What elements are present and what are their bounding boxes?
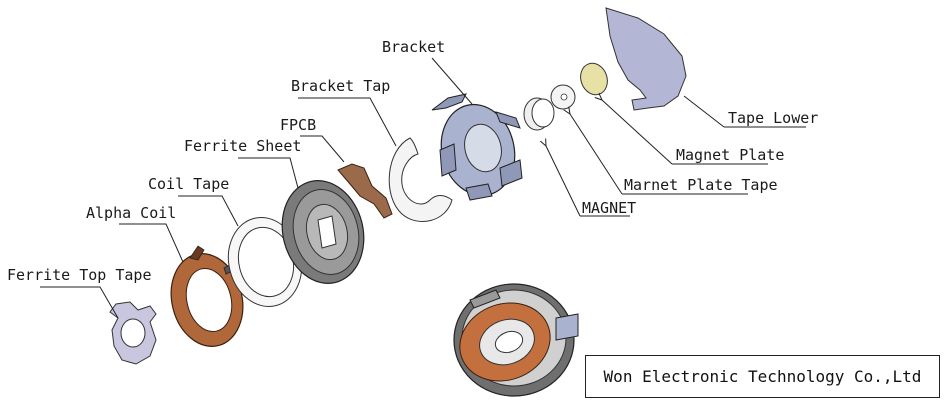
assembled-module bbox=[453, 283, 579, 397]
magnet-part bbox=[523, 97, 555, 131]
label-bracket: Bracket bbox=[382, 38, 445, 56]
label-magnet-plate: Magnet Plate bbox=[676, 146, 784, 164]
label-ferrite-sheet: Ferrite Sheet bbox=[184, 137, 301, 155]
label-fpcb: FPCB bbox=[280, 116, 316, 134]
bracket-tap-part bbox=[388, 137, 453, 222]
alpha-coil-part bbox=[170, 245, 244, 347]
marnet-plate-tape-part bbox=[550, 84, 576, 110]
label-bracket-tap: Bracket Tap bbox=[291, 77, 390, 95]
label-alpha-coil: Alpha Coil bbox=[86, 204, 176, 222]
bracket-part bbox=[431, 93, 523, 201]
label-tape-lower: Tape Lower bbox=[728, 109, 818, 127]
ferrite-top-tape-part bbox=[109, 301, 157, 365]
label-ferrite-top-tape: Ferrite Top Tape bbox=[7, 266, 152, 284]
label-magnet: MAGNET bbox=[582, 199, 636, 217]
fpcb-part bbox=[337, 163, 393, 219]
company-name-box: Won Electronic Technology Co.,Ltd bbox=[585, 355, 940, 398]
ferrite-sheet-part bbox=[281, 180, 365, 284]
company-name: Won Electronic Technology Co.,Ltd bbox=[603, 367, 922, 386]
tape-lower-part bbox=[605, 7, 687, 111]
label-marnet-plate-tape: Marnet Plate Tape bbox=[624, 176, 778, 194]
leader-lines bbox=[40, 57, 806, 319]
magnet-plate-part bbox=[580, 62, 608, 96]
label-coil-tape: Coil Tape bbox=[148, 175, 229, 193]
